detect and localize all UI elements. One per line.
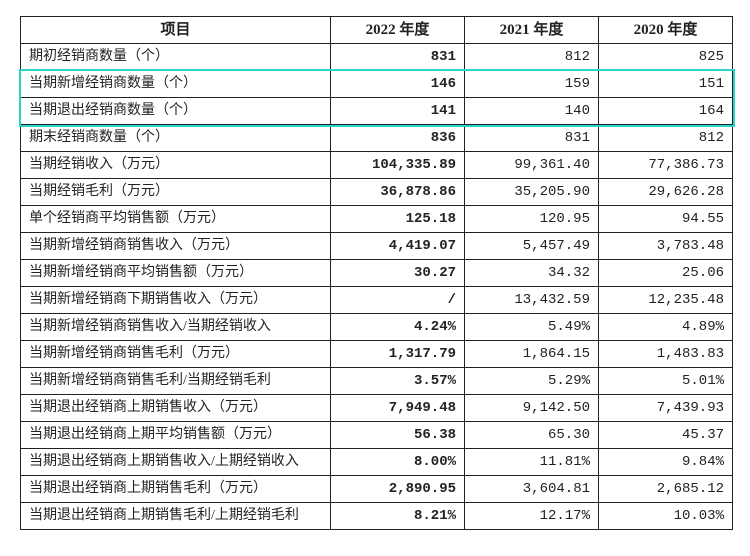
table-row: 当期退出经销商数量（个）141140164: [21, 98, 733, 125]
header-item: 项目: [21, 17, 331, 44]
row-value: 36,878.86: [331, 179, 465, 206]
table-row: 当期退出经销商上期平均销售额（万元）56.3865.3045.37: [21, 422, 733, 449]
table-row: 当期新增经销商数量（个）146159151: [21, 71, 733, 98]
row-label: 当期经销收入（万元）: [21, 152, 331, 179]
header-year-2: 2020 年度: [599, 17, 733, 44]
row-value: 1,483.83: [599, 341, 733, 368]
table-row: 当期经销收入（万元）104,335.8999,361.4077,386.73: [21, 152, 733, 179]
row-value: 56.38: [331, 422, 465, 449]
row-label: 当期退出经销商数量（个）: [21, 98, 331, 125]
row-value: 5.29%: [465, 368, 599, 395]
row-value: 141: [331, 98, 465, 125]
row-value: 35,205.90: [465, 179, 599, 206]
row-value: 4.24%: [331, 314, 465, 341]
row-value: 7,439.93: [599, 395, 733, 422]
table-row: 当期新增经销商销售毛利/当期经销毛利3.57%5.29%5.01%: [21, 368, 733, 395]
row-value: 30.27: [331, 260, 465, 287]
row-value: 65.30: [465, 422, 599, 449]
row-value: 8.00%: [331, 449, 465, 476]
row-label: 当期退出经销商上期销售毛利（万元）: [21, 476, 331, 503]
row-value: 104,335.89: [331, 152, 465, 179]
row-label: 当期经销毛利（万元）: [21, 179, 331, 206]
row-label: 期初经销商数量（个）: [21, 44, 331, 71]
row-value: 9,142.50: [465, 395, 599, 422]
table-row: 期初经销商数量（个）831812825: [21, 44, 733, 71]
row-value: 5.01%: [599, 368, 733, 395]
row-value: 11.81%: [465, 449, 599, 476]
table-row: 当期新增经销商下期销售收入（万元）/13,432.5912,235.48: [21, 287, 733, 314]
row-value: 812: [599, 125, 733, 152]
row-label: 当期新增经销商销售收入/当期经销收入: [21, 314, 331, 341]
table-row: 当期退出经销商上期销售毛利/上期经销毛利8.21%12.17%10.03%: [21, 503, 733, 530]
table-header-row: 项目 2022 年度 2021 年度 2020 年度: [21, 17, 733, 44]
row-value: 4.89%: [599, 314, 733, 341]
row-value: /: [331, 287, 465, 314]
row-value: 1,317.79: [331, 341, 465, 368]
row-value: 1,864.15: [465, 341, 599, 368]
row-value: 25.06: [599, 260, 733, 287]
row-value: 825: [599, 44, 733, 71]
row-label: 当期退出经销商上期销售毛利/上期经销毛利: [21, 503, 331, 530]
row-label: 当期新增经销商销售毛利/当期经销毛利: [21, 368, 331, 395]
table-row: 期末经销商数量（个）836831812: [21, 125, 733, 152]
table-row: 当期退出经销商上期销售收入/上期经销收入8.00%11.81%9.84%: [21, 449, 733, 476]
distributor-table: 项目 2022 年度 2021 年度 2020 年度 期初经销商数量（个）831…: [20, 16, 733, 530]
row-label: 当期新增经销商平均销售额（万元）: [21, 260, 331, 287]
row-label: 当期新增经销商销售收入（万元）: [21, 233, 331, 260]
row-value: 3,604.81: [465, 476, 599, 503]
table-row: 当期退出经销商上期销售毛利（万元）2,890.953,604.812,685.1…: [21, 476, 733, 503]
row-label: 当期退出经销商上期平均销售额（万元）: [21, 422, 331, 449]
row-value: 146: [331, 71, 465, 98]
row-value: 2,890.95: [331, 476, 465, 503]
row-value: 12,235.48: [599, 287, 733, 314]
row-value: 125.18: [331, 206, 465, 233]
row-value: 120.95: [465, 206, 599, 233]
table-row: 当期新增经销商销售毛利（万元）1,317.791,864.151,483.83: [21, 341, 733, 368]
row-value: 29,626.28: [599, 179, 733, 206]
row-value: 812: [465, 44, 599, 71]
row-label: 当期新增经销商数量（个）: [21, 71, 331, 98]
row-value: 8.21%: [331, 503, 465, 530]
row-value: 164: [599, 98, 733, 125]
header-year-1: 2021 年度: [465, 17, 599, 44]
row-value: 5.49%: [465, 314, 599, 341]
row-value: 45.37: [599, 422, 733, 449]
row-value: 77,386.73: [599, 152, 733, 179]
table-row: 单个经销商平均销售额（万元）125.18120.9594.55: [21, 206, 733, 233]
table-row: 当期新增经销商销售收入（万元）4,419.075,457.493,783.48: [21, 233, 733, 260]
row-value: 5,457.49: [465, 233, 599, 260]
header-year-0: 2022 年度: [331, 17, 465, 44]
row-label: 当期退出经销商上期销售收入（万元）: [21, 395, 331, 422]
row-value: 13,432.59: [465, 287, 599, 314]
table-row: 当期退出经销商上期销售收入（万元）7,949.489,142.507,439.9…: [21, 395, 733, 422]
row-value: 4,419.07: [331, 233, 465, 260]
row-value: 151: [599, 71, 733, 98]
row-value: 159: [465, 71, 599, 98]
row-value: 10.03%: [599, 503, 733, 530]
table-row: 当期新增经销商销售收入/当期经销收入4.24%5.49%4.89%: [21, 314, 733, 341]
row-label: 当期新增经销商销售毛利（万元）: [21, 341, 331, 368]
row-value: 140: [465, 98, 599, 125]
row-label: 期末经销商数量（个）: [21, 125, 331, 152]
row-label: 当期退出经销商上期销售收入/上期经销收入: [21, 449, 331, 476]
row-value: 2,685.12: [599, 476, 733, 503]
row-value: 34.32: [465, 260, 599, 287]
row-value: 9.84%: [599, 449, 733, 476]
row-value: 94.55: [599, 206, 733, 233]
row-label: 当期新增经销商下期销售收入（万元）: [21, 287, 331, 314]
row-value: 99,361.40: [465, 152, 599, 179]
row-value: 831: [331, 44, 465, 71]
row-value: 3,783.48: [599, 233, 733, 260]
table-row: 当期经销毛利（万元）36,878.8635,205.9029,626.28: [21, 179, 733, 206]
row-value: 831: [465, 125, 599, 152]
row-value: 7,949.48: [331, 395, 465, 422]
row-value: 12.17%: [465, 503, 599, 530]
row-value: 3.57%: [331, 368, 465, 395]
distributor-table-wrapper: 项目 2022 年度 2021 年度 2020 年度 期初经销商数量（个）831…: [20, 16, 730, 530]
row-label: 单个经销商平均销售额（万元）: [21, 206, 331, 233]
table-row: 当期新增经销商平均销售额（万元）30.2734.3225.06: [21, 260, 733, 287]
row-value: 836: [331, 125, 465, 152]
